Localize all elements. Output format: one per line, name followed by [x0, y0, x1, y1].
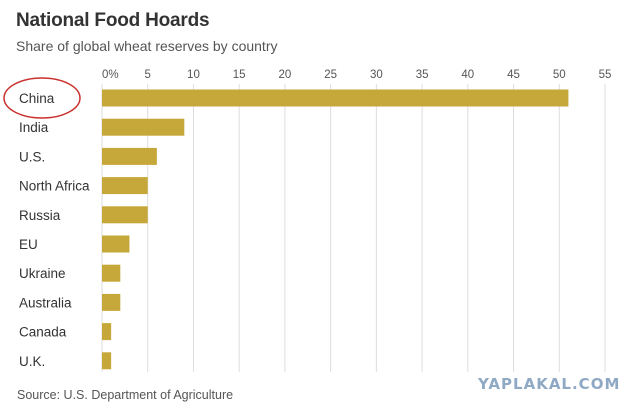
highlight-circle — [3, 77, 81, 119]
category-label: Canada — [19, 325, 67, 340]
category-label: Ukraine — [19, 266, 66, 281]
x-tick-label: 10 — [187, 69, 200, 81]
x-tick-label: 30 — [370, 69, 383, 81]
category-label: U.K. — [19, 354, 45, 369]
watermark: YAPLAKAL.COM — [478, 375, 621, 393]
category-label: EU — [19, 237, 38, 252]
x-tick-label: 5 — [145, 69, 151, 81]
bar-canada — [102, 323, 112, 341]
bar-ukraine — [102, 264, 121, 282]
bar-north-africa — [102, 177, 148, 195]
category-label: U.S. — [19, 149, 45, 164]
x-tick-label: 15 — [233, 69, 246, 81]
x-tick-label: 55 — [599, 69, 612, 81]
category-label: Russia — [19, 208, 61, 223]
bar-russia — [102, 206, 148, 224]
x-tick-label: 40 — [461, 69, 474, 81]
category-label: North Africa — [19, 179, 90, 194]
x-tick-label: 25 — [324, 69, 337, 81]
x-tick-label: 35 — [416, 69, 429, 81]
bar-u-k — [102, 352, 112, 370]
bar-eu — [102, 235, 130, 253]
bar-china — [102, 89, 569, 107]
bar-chart: 0% 5 10 15 20 25 30 35 40 45 50 55 China India U.S. Nor… — [3, 69, 612, 372]
bar-australia — [102, 293, 121, 311]
category-label: China — [19, 91, 55, 106]
x-tick-label: 50 — [553, 69, 566, 81]
bar-u-s — [102, 147, 157, 165]
category-label: Australia — [19, 295, 72, 310]
chart-subtitle: Share of global wheat reserves by countr… — [16, 38, 278, 54]
bar-india — [102, 118, 185, 136]
chart-title: National Food Hoards — [16, 10, 210, 31]
category-label: India — [19, 120, 49, 135]
x-tick-label: 0% — [102, 69, 119, 81]
x-tick-label: 20 — [279, 69, 292, 81]
x-tick-label: 45 — [507, 69, 520, 81]
source-note: Source: U.S. Department of Agriculture — [17, 388, 234, 402]
